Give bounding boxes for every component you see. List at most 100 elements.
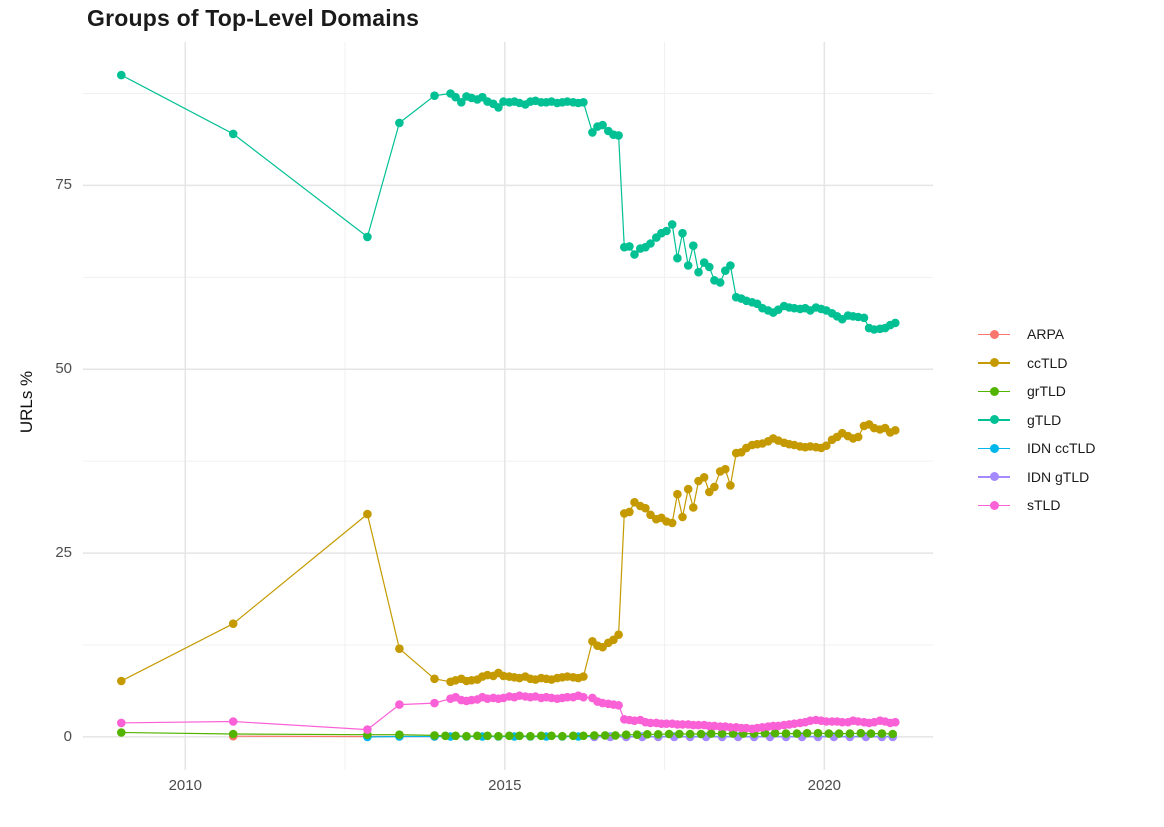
y-axis-tick-label: 75: [55, 176, 72, 194]
data-point: [802, 728, 812, 738]
x-axis-tick-label: 2010: [168, 777, 202, 794]
data-point: [822, 441, 831, 451]
legend-key-icon: [978, 385, 1010, 397]
data-point: [653, 730, 663, 739]
legend-label: ccTLD: [1027, 354, 1068, 371]
data-point: [667, 220, 677, 229]
grid-major: [83, 42, 933, 770]
data-point: [641, 503, 650, 513]
data-point: [678, 512, 687, 522]
legend-item-stld: sTLD: [978, 491, 1095, 520]
legend-dot-swatch: [989, 500, 999, 510]
data-point: [643, 730, 652, 739]
x-axis-tick-label: 2015: [488, 777, 522, 794]
data-point: [494, 103, 503, 112]
data-point: [621, 730, 631, 739]
data-point: [505, 731, 514, 741]
data-point: [395, 700, 404, 709]
legend-label: sTLD: [1027, 497, 1061, 514]
legend-key-icon: [978, 471, 1010, 483]
data-point: [667, 518, 677, 528]
legend-key-icon: [978, 357, 1010, 369]
legend-item-grtld: grTLD: [978, 377, 1095, 406]
series-line: [121, 74, 896, 331]
data-point: [536, 731, 546, 741]
data-point: [611, 731, 620, 740]
data-point: [683, 261, 693, 270]
data-point: [228, 717, 238, 726]
series-grtld: [117, 728, 897, 741]
data-point: [228, 129, 238, 139]
data-point: [441, 731, 450, 741]
data-point: [632, 730, 642, 739]
y-axis-tick-label: 50: [55, 360, 72, 378]
series-cctld: [117, 420, 900, 687]
data-point: [483, 731, 492, 741]
data-point: [877, 729, 887, 738]
data-point: [866, 729, 876, 738]
data-point: [430, 91, 439, 100]
data-point: [590, 731, 599, 740]
data-point: [228, 729, 238, 739]
data-point: [614, 701, 623, 710]
data-point: [363, 725, 372, 734]
data-point: [395, 118, 404, 128]
data-point: [494, 731, 503, 741]
legend-label: IDN gTLD: [1027, 468, 1090, 485]
legend-item-idn-gtld: IDN gTLD: [978, 463, 1095, 492]
legend-dot-swatch: [989, 358, 999, 368]
data-point: [710, 482, 719, 492]
data-point: [781, 729, 791, 738]
legend-dot-swatch: [989, 329, 999, 339]
data-point: [451, 731, 460, 741]
data-point: [117, 70, 126, 80]
data-point: [726, 261, 735, 270]
data-point: [625, 242, 634, 251]
data-point: [726, 481, 735, 490]
plot-title: Groups of Top-Level Domains: [87, 5, 420, 31]
data-point: [891, 318, 900, 328]
legend: ARPA ccTLD grTLD gTLD IDN ccTLD IDN gTLD sTLD: [978, 320, 1095, 520]
data-point: [888, 729, 897, 739]
data-point: [705, 262, 714, 272]
data-point: [646, 239, 655, 248]
data-point: [117, 676, 126, 686]
data-point: [515, 731, 524, 741]
data-point: [891, 717, 900, 727]
data-point: [117, 728, 126, 737]
legend-item-cctld: ccTLD: [978, 349, 1095, 378]
legend-item-idn-cctld: IDN ccTLD: [978, 434, 1095, 463]
legend-item-gtld: gTLD: [978, 406, 1095, 435]
data-point: [625, 507, 634, 517]
data-point: [395, 644, 404, 653]
grid-minor: [83, 42, 933, 770]
data-point: [614, 630, 623, 639]
data-point: [717, 729, 727, 738]
data-point: [715, 278, 725, 287]
data-point: [614, 131, 623, 140]
data-point: [451, 92, 460, 102]
data-point: [673, 253, 682, 263]
data-point: [430, 731, 439, 740]
legend-dot-swatch: [989, 472, 999, 482]
data-point: [770, 728, 780, 738]
legend-dot-swatch: [989, 386, 999, 396]
data-point: [588, 128, 597, 137]
data-point: [824, 729, 834, 738]
data-point: [685, 729, 695, 739]
data-point: [228, 619, 238, 628]
legend-label: gTLD: [1027, 411, 1062, 428]
data-point: [853, 432, 863, 442]
data-point: [430, 698, 439, 708]
data-point: [683, 484, 693, 494]
data-point: [834, 729, 844, 738]
data-point: [630, 250, 639, 259]
data-point: [694, 267, 703, 277]
data-point: [859, 313, 869, 323]
data-point: [526, 731, 535, 741]
legend-dot-swatch: [989, 415, 999, 425]
data-point: [678, 228, 687, 238]
data-point: [558, 731, 567, 741]
data-point: [395, 730, 404, 739]
data-point: [457, 98, 466, 107]
